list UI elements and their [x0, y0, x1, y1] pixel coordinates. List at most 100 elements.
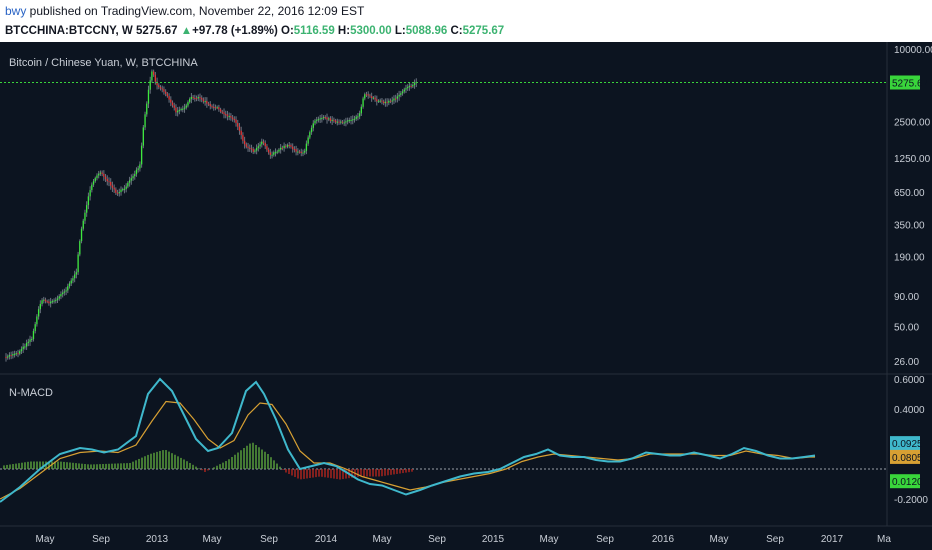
candle: [292, 146, 294, 150]
candle: [34, 324, 36, 331]
time-tick-label: 2015: [482, 534, 505, 545]
candle: [175, 107, 177, 113]
candle: [334, 120, 337, 123]
candle: [27, 341, 29, 343]
price-tick-label: 190.00: [894, 253, 925, 264]
candle: [92, 181, 95, 185]
open-label: O:: [281, 25, 294, 37]
candle: [225, 114, 227, 116]
candle: [189, 98, 191, 103]
chart-header: bwy published on TradingView.com, Novemb…: [0, 0, 932, 42]
candle: [187, 102, 189, 106]
price-tick-label: 10000.00: [894, 45, 932, 56]
macd-pane-title: N-MACD: [9, 387, 53, 399]
symbol-label[interactable]: BTCCHINA:BTCCNY, W: [5, 25, 133, 37]
candle: [183, 107, 186, 109]
candle: [412, 84, 414, 87]
candle: [13, 353, 16, 355]
candle: [395, 98, 397, 100]
macd-pane[interactable]: [0, 377, 887, 503]
candle: [321, 118, 323, 120]
candle: [86, 205, 88, 213]
candle: [159, 87, 162, 89]
candle: [221, 111, 223, 113]
candle: [77, 254, 79, 273]
candle: [400, 93, 402, 95]
candle: [293, 149, 296, 151]
candle: [135, 169, 138, 175]
candle: [207, 103, 210, 105]
time-tick-label: May: [36, 534, 55, 545]
low-value: 5088.96: [405, 25, 448, 37]
candle: [15, 353, 17, 355]
candle: [240, 130, 242, 135]
candle: [111, 185, 114, 188]
candle: [340, 121, 342, 123]
candle: [384, 101, 387, 104]
candle: [254, 150, 256, 152]
last-price-label: 5275.67: [892, 78, 929, 89]
candle: [218, 107, 220, 110]
candle: [91, 184, 93, 191]
candle: [199, 97, 201, 99]
candle: [134, 174, 136, 177]
candle: [41, 300, 43, 304]
candle: [75, 272, 78, 275]
candle: [348, 120, 350, 122]
chart-canvas[interactable]: 26.00 50.00 90.00 190.00 350.00 650.00 1250.00…: [0, 42, 932, 550]
candle: [61, 292, 64, 295]
candle: [180, 109, 182, 111]
candle: [94, 178, 96, 182]
candle: [362, 98, 364, 107]
macd-value-badge: [890, 449, 920, 464]
time-tick-label: Sep: [92, 534, 110, 545]
candle: [223, 112, 225, 115]
author-link[interactable]: bwy: [5, 4, 27, 18]
candle: [177, 110, 179, 113]
high-label: H:: [337, 25, 351, 37]
candle: [103, 173, 105, 177]
candle: [146, 103, 148, 115]
candle: [250, 148, 253, 150]
candle: [238, 126, 241, 131]
candle: [360, 106, 363, 114]
candle: [271, 154, 273, 156]
candle: [317, 119, 320, 121]
candle: [108, 181, 110, 183]
candle: [235, 119, 237, 124]
candle: [377, 100, 380, 102]
candle: [70, 280, 72, 284]
candle: [353, 118, 356, 120]
candle: [39, 303, 41, 310]
candle: [96, 175, 98, 179]
candle: [158, 85, 160, 88]
candle: [288, 145, 290, 147]
price-tick-label: 90.00: [894, 292, 919, 303]
candle: [305, 143, 308, 151]
macd-value-label: 0.0805: [892, 453, 923, 464]
candle: [324, 117, 326, 119]
candle: [151, 71, 153, 81]
price-pane[interactable]: [0, 69, 887, 362]
candle: [300, 151, 302, 153]
candle: [211, 106, 213, 108]
candle: [345, 121, 347, 123]
candle: [407, 86, 409, 89]
candle: [82, 220, 84, 229]
candle: [245, 144, 247, 147]
time-tick-label: 2016: [652, 534, 675, 545]
change-value: +97.78 (+1.89%): [192, 25, 278, 37]
time-tick-label: May: [373, 534, 392, 545]
price-tick-label: 350.00: [894, 221, 925, 232]
candle: [255, 147, 258, 151]
candle: [115, 189, 117, 193]
candle: [72, 278, 74, 281]
candle: [396, 96, 399, 99]
time-tick-label: Sep: [596, 534, 614, 545]
candle: [43, 299, 45, 301]
candle: [132, 176, 134, 179]
candle: [219, 109, 222, 112]
candle: [44, 299, 47, 302]
candle: [161, 88, 163, 90]
candle: [319, 118, 321, 120]
